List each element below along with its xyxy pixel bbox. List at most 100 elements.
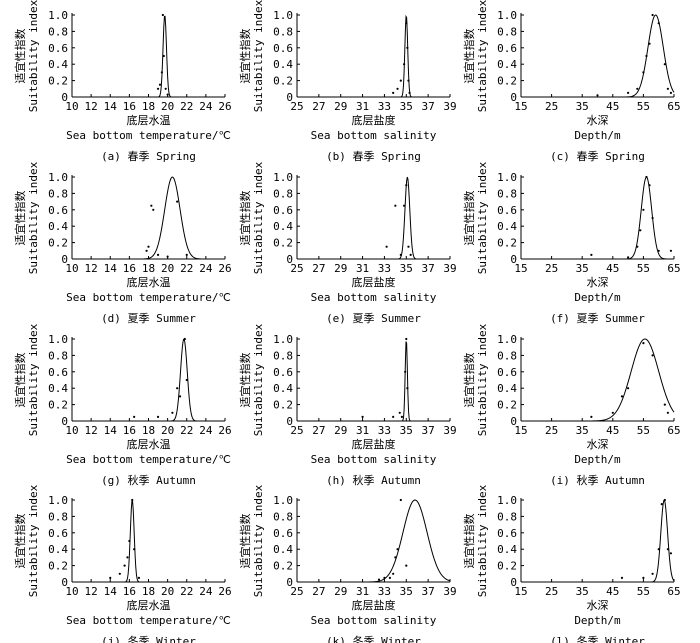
x-tick-label: 37 bbox=[422, 100, 435, 113]
data-point bbox=[627, 91, 630, 94]
y-tick-label: 0 bbox=[61, 253, 68, 266]
x-tick-label: 22 bbox=[180, 585, 193, 598]
x-tick-label: 12 bbox=[85, 100, 98, 113]
subplot-h: 0 0.2 0.4 0.6 0.8 1.0 25 27 29 31 33 35 37 39 适宜性指数 Sui… bbox=[238, 323, 457, 487]
data-point bbox=[131, 498, 134, 502]
y-axis-label-cn: 适宜性指数 bbox=[238, 29, 252, 84]
y-tick-label: 1.0 bbox=[497, 333, 517, 346]
y-axis-label-group: 适宜性指数 Suitability index bbox=[462, 0, 489, 112]
data-point bbox=[392, 572, 395, 575]
fitted-curve bbox=[297, 499, 451, 583]
x-tick-label: 20 bbox=[161, 262, 174, 275]
data-point bbox=[636, 87, 639, 90]
x-tick-label: 16 bbox=[123, 585, 136, 598]
data-point bbox=[118, 572, 121, 575]
data-point bbox=[166, 255, 169, 258]
data-point bbox=[657, 22, 660, 25]
y-axis-label-en: Suitability index bbox=[252, 484, 265, 597]
x-tick-label: 29 bbox=[334, 100, 347, 113]
y-tick-label: 0.4 bbox=[273, 220, 293, 233]
data-point bbox=[408, 91, 411, 94]
fitted-curve bbox=[521, 176, 674, 260]
x-tick-label: 45 bbox=[606, 262, 619, 275]
data-point bbox=[642, 208, 645, 211]
data-point bbox=[396, 548, 399, 551]
data-point bbox=[185, 253, 188, 256]
x-tick-label: 20 bbox=[161, 585, 174, 598]
x-tick-label: 65 bbox=[667, 100, 680, 113]
y-tick-label: 1.0 bbox=[273, 171, 293, 184]
x-tick-label: 45 bbox=[606, 585, 619, 598]
subplot-e: 0 0.2 0.4 0.6 0.8 1.0 25 27 29 31 33 35 37 39 适宜性指数 Sui… bbox=[238, 161, 457, 325]
x-axis-label-en: Sea bottom temperature/℃ bbox=[66, 291, 231, 304]
data-point bbox=[669, 249, 673, 252]
y-axis-label-cn: 适宜性指数 bbox=[462, 29, 476, 84]
data-point bbox=[403, 204, 406, 207]
data-point bbox=[405, 337, 408, 341]
x-tick-label: 37 bbox=[422, 585, 435, 598]
x-tick-label: 20 bbox=[161, 424, 174, 437]
y-axis-label-en: Suitability index bbox=[27, 161, 40, 274]
subplot-caption: (h) 秋季 Autumn bbox=[326, 473, 421, 487]
y-tick-label: 0.2 bbox=[273, 75, 293, 88]
y-tick-label: 1.0 bbox=[273, 9, 293, 22]
data-point bbox=[145, 249, 148, 252]
data-point bbox=[596, 94, 599, 97]
x-tick-label: 18 bbox=[142, 262, 155, 275]
x-tick-label: 39 bbox=[443, 262, 456, 275]
data-point bbox=[399, 253, 402, 256]
x-tick-label: 15 bbox=[514, 262, 527, 275]
x-tick-label: 25 bbox=[290, 585, 303, 598]
y-axis-label-cn: 适宜性指数 bbox=[13, 514, 27, 569]
data-point bbox=[620, 576, 624, 580]
data-point bbox=[392, 91, 395, 94]
y-tick-label: 0.6 bbox=[273, 527, 293, 540]
y-tick-label: 0.4 bbox=[273, 58, 293, 71]
data-point bbox=[405, 564, 408, 567]
x-tick-label: 14 bbox=[104, 424, 118, 437]
y-axis-label-en: Suitability index bbox=[27, 484, 40, 597]
data-point bbox=[109, 576, 112, 580]
x-tick-label: 16 bbox=[123, 262, 136, 275]
x-tick-label: 55 bbox=[637, 100, 650, 113]
y-tick-label: 0 bbox=[286, 91, 293, 104]
y-tick-label: 0.2 bbox=[48, 560, 68, 573]
data-point bbox=[388, 576, 391, 580]
y-axis-label-group: 适宜性指数 Suitability index bbox=[238, 323, 265, 436]
data-point bbox=[160, 71, 163, 74]
subplot-caption: (d) 夏季 Summer bbox=[101, 312, 196, 325]
data-point bbox=[627, 256, 630, 259]
data-point bbox=[406, 387, 409, 390]
y-tick-label: 0.6 bbox=[48, 527, 68, 540]
data-point bbox=[407, 245, 410, 248]
data-point bbox=[590, 415, 593, 418]
y-tick-label: 0.8 bbox=[497, 187, 517, 200]
x-axis-label-cn: 水深 bbox=[587, 438, 609, 451]
x-tick-label: 55 bbox=[637, 424, 650, 437]
data-point bbox=[404, 370, 407, 373]
data-point bbox=[133, 548, 136, 551]
x-tick-label: 25 bbox=[545, 262, 558, 275]
subplot-i: 0 0.2 0.4 0.6 0.8 1.0 15 25 35 45 55 65 适宜性指数 Suitabi… bbox=[462, 323, 681, 487]
y-axis-label-en: Suitability index bbox=[476, 0, 489, 112]
y-tick-label: 0.6 bbox=[497, 42, 517, 55]
y-tick-label: 0 bbox=[510, 576, 517, 589]
y-axis-label-en: Suitability index bbox=[252, 0, 265, 112]
fitted-curve bbox=[72, 500, 225, 583]
data-point bbox=[394, 556, 397, 559]
y-tick-label: 0.2 bbox=[273, 237, 293, 250]
x-tick-label: 15 bbox=[514, 100, 527, 113]
x-tick-label: 24 bbox=[199, 424, 213, 437]
y-axis-label-group: 适宜性指数 Suitability index bbox=[238, 161, 265, 274]
y-axis-label-group: 适宜性指数 Suitability index bbox=[238, 0, 265, 112]
data-point bbox=[158, 83, 162, 86]
y-tick-label: 0.6 bbox=[48, 204, 68, 217]
x-tick-label: 39 bbox=[443, 100, 456, 113]
y-tick-label: 0.6 bbox=[48, 366, 68, 379]
y-tick-label: 0.4 bbox=[497, 220, 517, 233]
data-point bbox=[161, 13, 164, 17]
y-tick-label: 0.4 bbox=[48, 543, 68, 556]
data-point bbox=[651, 572, 654, 575]
